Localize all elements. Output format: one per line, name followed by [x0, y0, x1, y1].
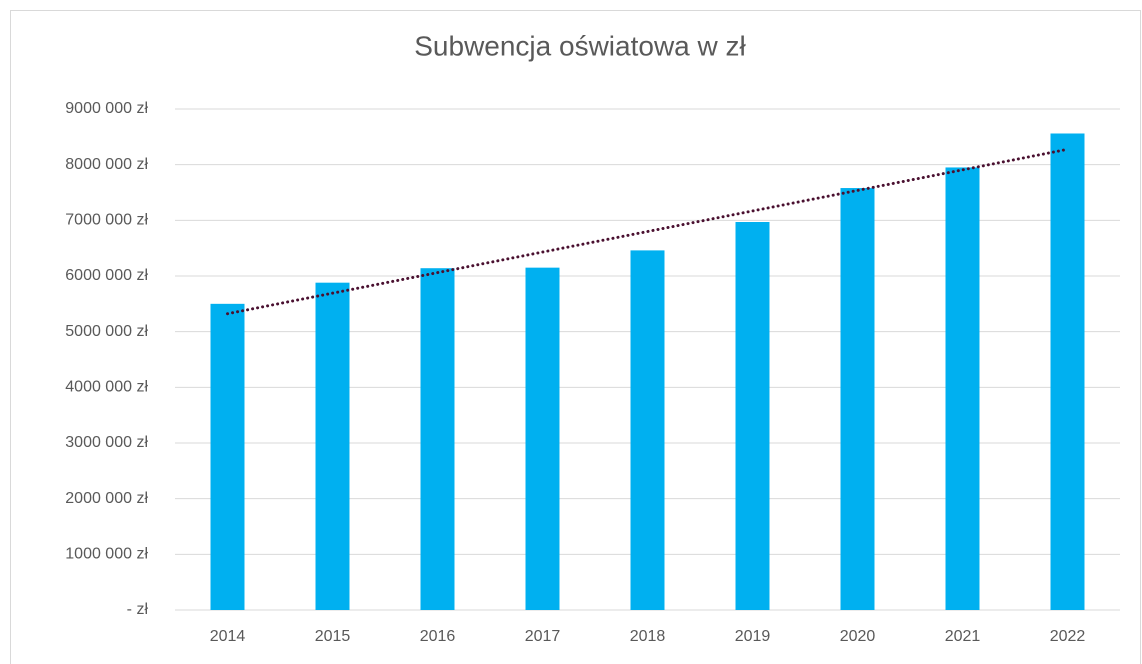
y-tick-label: 5000 000 zł: [65, 323, 148, 340]
y-tick-label: 7000 000 zł: [65, 212, 148, 229]
bar: [630, 250, 665, 611]
y-tick-label: 1000 000 zł: [65, 546, 148, 563]
y-tick-label: 2000 000 zł: [65, 490, 148, 507]
x-tick-label: 2021: [945, 628, 981, 645]
bar: [840, 188, 875, 610]
y-tick-label: 8000 000 zł: [65, 156, 148, 173]
x-tick-label: 2014: [210, 628, 246, 645]
x-tick-label: 2022: [1050, 628, 1086, 645]
x-tick-label: 2018: [630, 628, 666, 645]
x-tick-label: 2015: [315, 628, 351, 645]
bar: [315, 282, 350, 610]
chart-title: Subwencja oświatowa w zł: [414, 30, 746, 61]
bar: [420, 268, 455, 610]
x-tick-label: 2020: [840, 628, 876, 645]
y-tick-label: 6000 000 zł: [65, 267, 148, 284]
bar: [735, 222, 770, 610]
bar: [525, 267, 560, 610]
bar: [1050, 133, 1085, 610]
y-tick-label: 3000 000 zł: [65, 434, 148, 451]
trendline: [226, 147, 1069, 316]
bar: [945, 167, 980, 610]
x-tick-label: 2016: [420, 628, 456, 645]
y-tick-label: 4000 000 zł: [65, 379, 148, 396]
x-tick-label: 2017: [525, 628, 561, 645]
bar: [210, 303, 245, 610]
y-tick-label: 9000 000 zł: [65, 100, 148, 117]
y-tick-label: - zł: [127, 601, 149, 618]
x-tick-label: 2019: [735, 628, 771, 645]
